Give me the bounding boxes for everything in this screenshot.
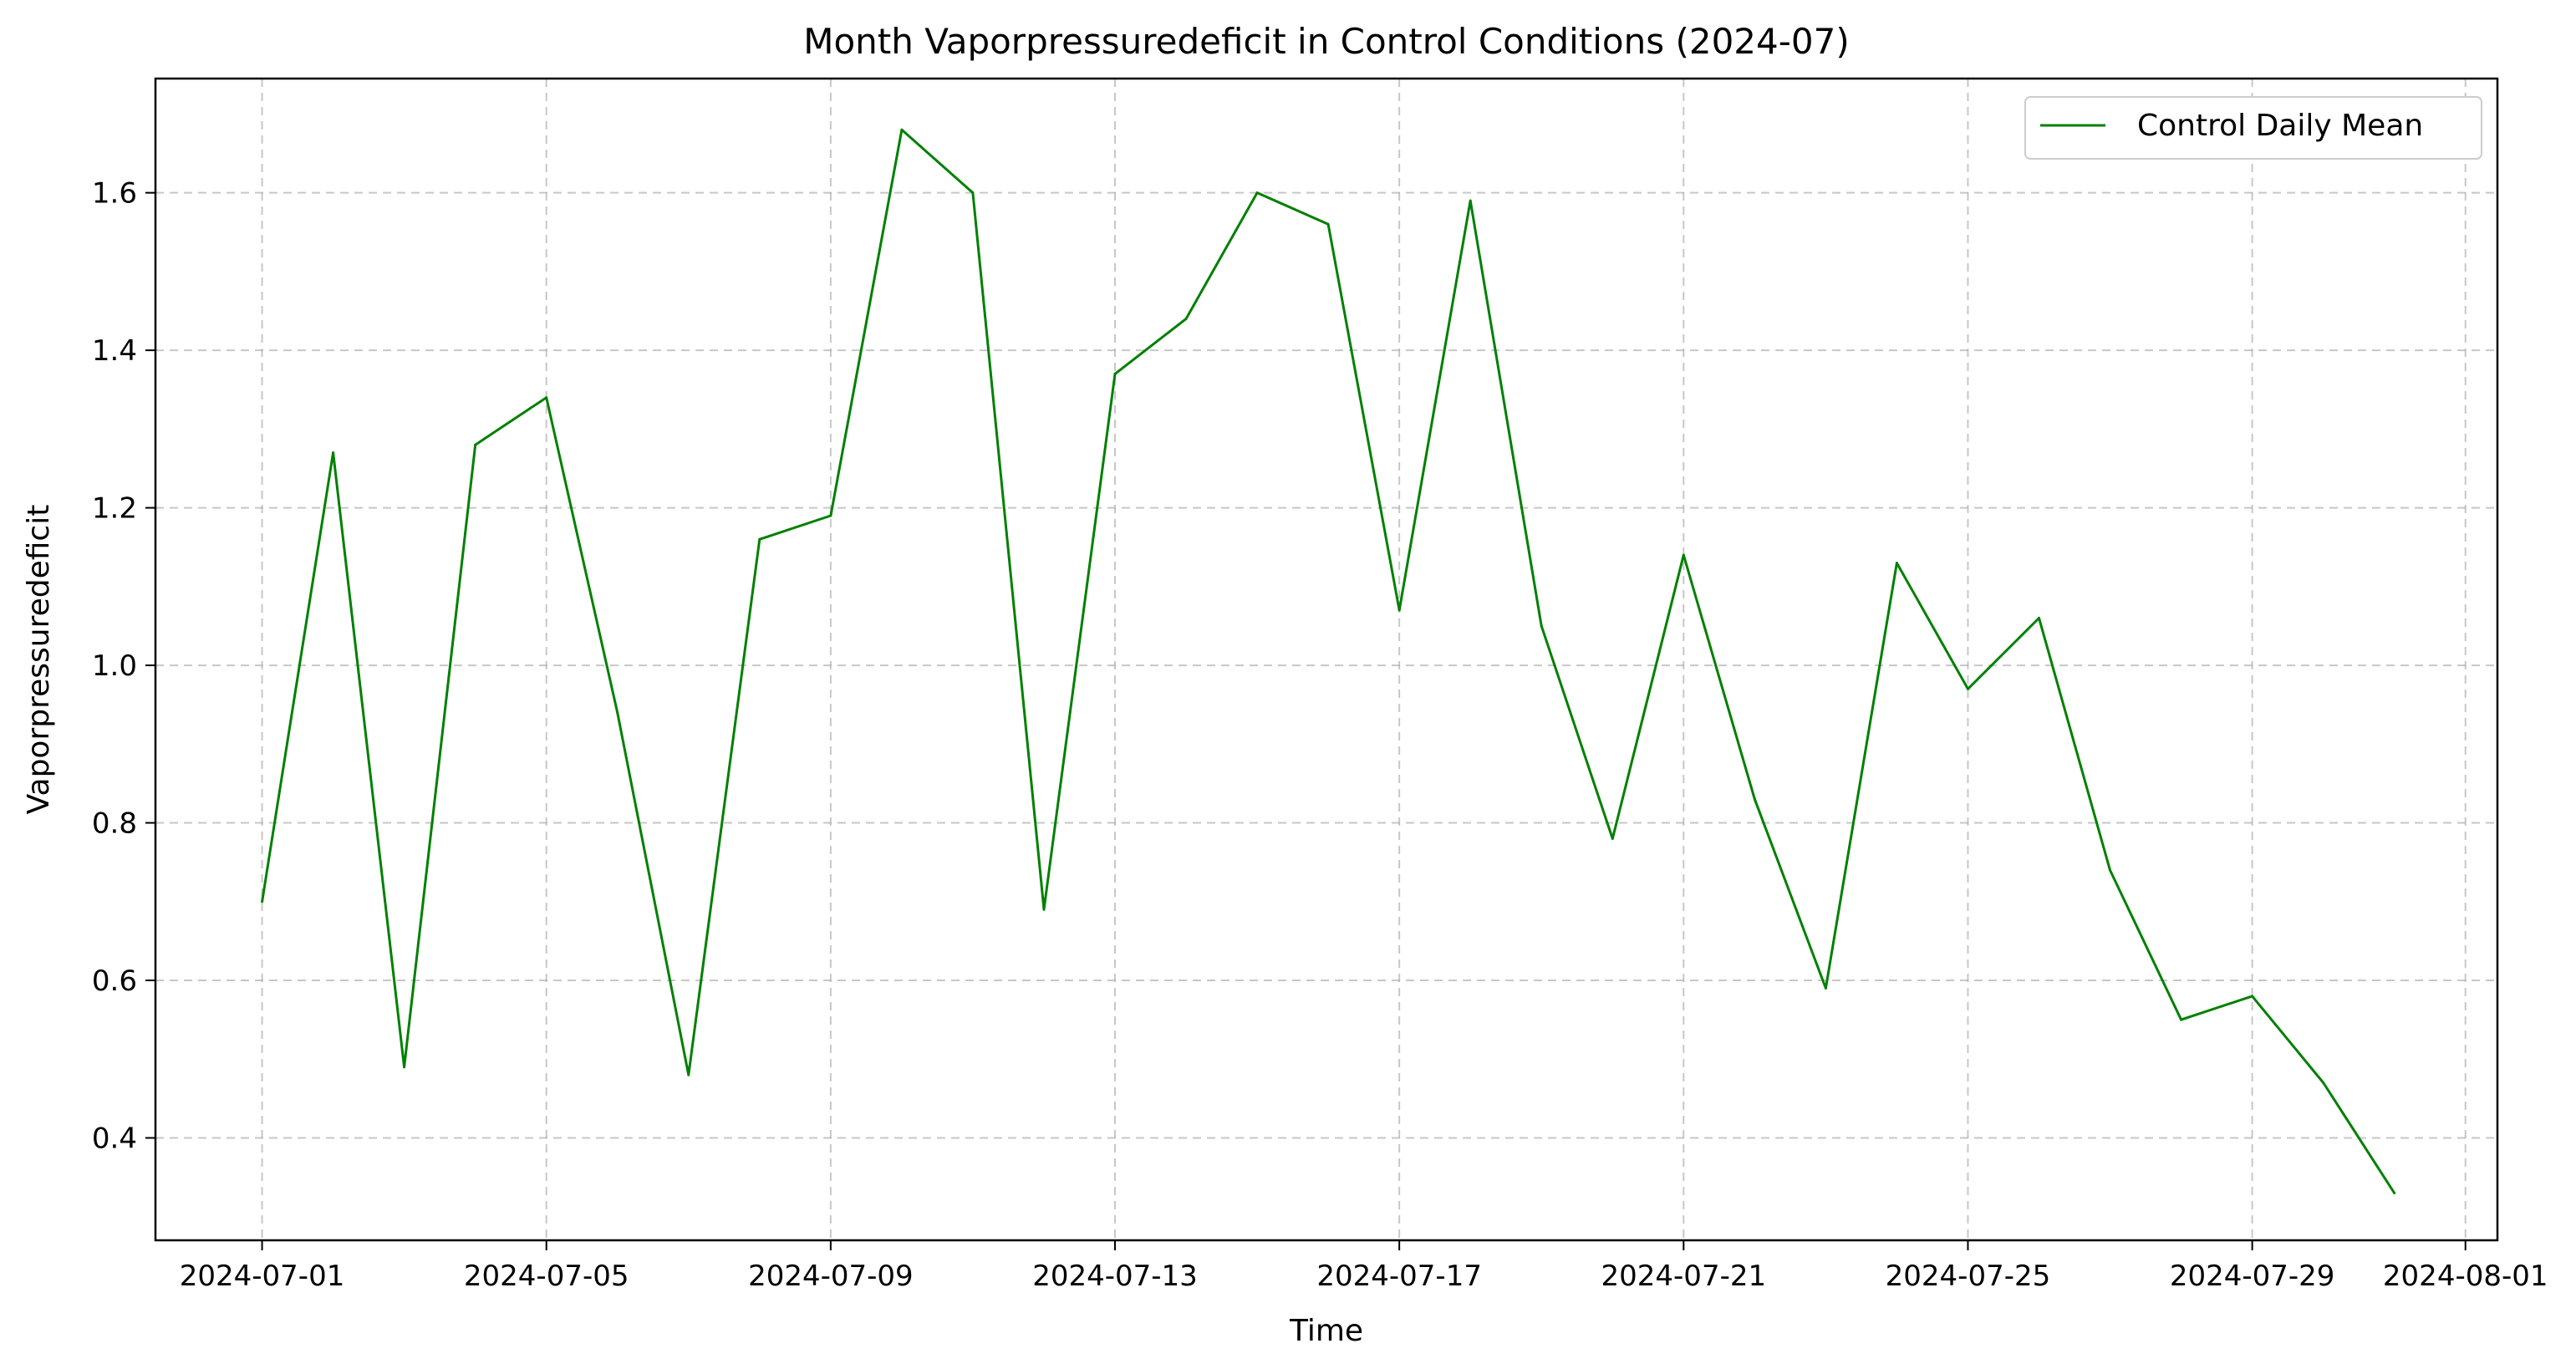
data-point: [971, 191, 975, 195]
legend: Control Daily Mean: [2024, 96, 2482, 160]
data-point: [261, 900, 264, 903]
data-point: [1113, 372, 1117, 375]
data-point: [2180, 1018, 2183, 1021]
x-tick-label: 2024-07-21: [1601, 1260, 1767, 1293]
y-tick-label: 1.6: [92, 177, 137, 211]
data-point: [2393, 1192, 2396, 1194]
data-point: [1824, 986, 1827, 990]
x-tick-label: 2024-07-13: [1032, 1260, 1198, 1293]
x-tick-label: 2024-08-01: [2383, 1260, 2548, 1293]
data-point: [1540, 624, 1543, 628]
legend-label-control-daily-mean: Control Daily Mean: [2137, 109, 2423, 143]
x-tick-label: 2024-07-17: [1316, 1260, 1482, 1293]
series-layer: [261, 128, 2396, 1194]
y-tick-label: 1.0: [92, 649, 137, 683]
data-point: [2251, 995, 2254, 998]
y-tick-label: 1.2: [92, 492, 137, 526]
y-axis-label: Vaporpressuredeficit: [22, 505, 56, 815]
data-point: [1682, 553, 1685, 557]
data-point: [1895, 562, 1898, 565]
plot-frame: [154, 77, 2499, 1242]
data-point: [616, 711, 619, 715]
x-tick-label: 2024-07-05: [464, 1260, 629, 1293]
y-tick-label: 0.4: [92, 1122, 137, 1155]
data-point: [1184, 317, 1188, 320]
data-point: [2322, 1081, 2325, 1084]
data-point: [1611, 837, 1614, 840]
data-point: [1326, 222, 1330, 226]
x-tick-label: 2024-07-25: [1886, 1260, 2051, 1293]
x-axis: 2024-07-01 2024-07-05 2024-07-09 2024-07-13…: [180, 1240, 2548, 1293]
data-point: [1967, 687, 1969, 690]
data-point: [829, 514, 832, 517]
x-tick-label: 2024-07-01: [180, 1260, 345, 1293]
grid: [155, 79, 2497, 1240]
data-point: [332, 451, 335, 455]
y-tick-label: 1.4: [92, 334, 137, 368]
data-point: [900, 128, 904, 131]
data-point: [403, 1066, 406, 1069]
x-axis-label: Time: [1289, 1314, 1363, 1348]
data-point: [2038, 617, 2040, 619]
y-axis: 0.4 0.6 0.8 1.0 1.2 1.4 1.6: [92, 177, 155, 1155]
data-point: [687, 1073, 690, 1076]
data-point: [1042, 908, 1046, 911]
chart-title: Month Vaporpressuredeficit in Control Co…: [803, 21, 1850, 62]
data-point: [1469, 199, 1472, 202]
data-point: [474, 443, 477, 446]
x-tick-label: 2024-07-09: [748, 1260, 914, 1293]
legend-box: [2024, 96, 2482, 160]
x-tick-label: 2024-07-29: [2170, 1260, 2335, 1293]
data-point: [2109, 868, 2111, 872]
data-point: [1397, 608, 1401, 612]
data-point: [545, 396, 548, 400]
data-point: [1255, 191, 1259, 195]
y-tick-label: 0.6: [92, 964, 137, 998]
data-point: [1753, 797, 1756, 801]
data-point: [758, 537, 761, 541]
y-tick-label: 0.8: [92, 807, 137, 841]
